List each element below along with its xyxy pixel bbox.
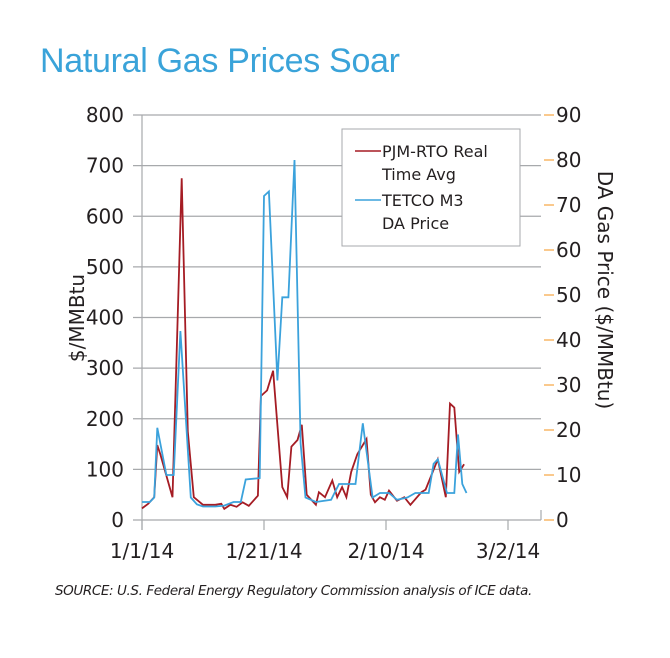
source-note: SOURCE: U.S. Federal Energy Regulatory C… (55, 583, 532, 599)
right-y-axis-ticks: 0 10 20 30 40 50 60 70 80 90 (544, 103, 581, 532)
legend-label-pjm-line1: PJM-RTO Real (382, 142, 488, 161)
left-y-tick-label: 400 (86, 306, 124, 330)
x-tick-label: 1/1/14 (110, 539, 174, 563)
x-tick-label: 2/10/14 (347, 539, 424, 563)
right-y-axis-title: DA Gas Price ($/MMBtu) (593, 171, 617, 410)
right-y-tick-label: 20 (556, 418, 581, 442)
right-y-tick-label: 80 (556, 148, 581, 172)
right-y-tick-label: 10 (556, 463, 581, 487)
x-axis-ticks: 1/1/14 1/21/14 2/10/14 3/2/14 (110, 520, 540, 563)
series-lines (141, 159, 468, 511)
left-y-tick-label: 100 (86, 457, 124, 481)
left-y-tick-label: 200 (86, 407, 124, 431)
right-y-tick-label: 70 (556, 193, 581, 217)
right-y-tick-label: 30 (556, 373, 581, 397)
right-y-tick-label: 90 (556, 103, 581, 127)
legend-label-tetco-line1: TETCO M3 (381, 191, 464, 210)
right-y-tick-label: 50 (556, 283, 581, 307)
left-y-tick-label: 600 (86, 204, 124, 228)
axes (141, 115, 542, 530)
right-y-tick-label: 60 (556, 238, 581, 262)
legend-label-pjm-line2: Time Avg (381, 165, 456, 184)
left-y-axis-ticks: 0 100 200 300 400 500 600 700 800 (86, 103, 124, 532)
left-y-axis-title: $/MMBtu (65, 274, 89, 362)
right-y-tick-label: 0 (556, 508, 569, 532)
x-tick-label: 1/21/14 (225, 539, 302, 563)
left-y-tick-label: 500 (86, 255, 124, 279)
series-line-pjm-rto-real-time-avg (141, 178, 465, 511)
left-y-tick-label: 300 (86, 356, 124, 380)
legend-label-tetco-line2: DA Price (382, 214, 449, 233)
left-y-tick-label: 0 (111, 508, 124, 532)
left-y-tick-label: 800 (86, 103, 124, 127)
chart-title: Natural Gas Prices Soar (40, 42, 400, 80)
left-y-tick-label: 700 (86, 154, 124, 178)
x-tick-label: 3/2/14 (476, 539, 540, 563)
legend: PJM-RTO Real Time Avg TETCO M3 DA Price (341, 128, 521, 247)
series-line-tetco-m3-da-price (142, 159, 468, 508)
right-y-tick-label: 40 (556, 328, 581, 352)
legend-box (341, 128, 521, 247)
